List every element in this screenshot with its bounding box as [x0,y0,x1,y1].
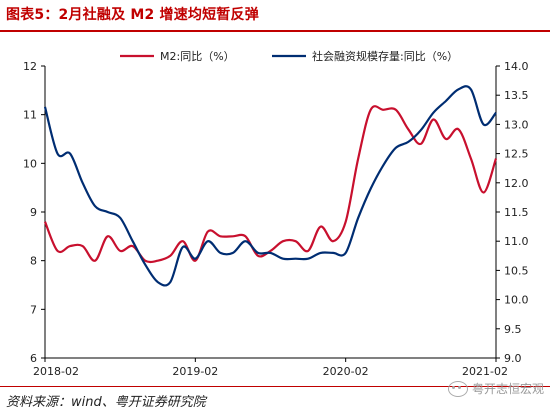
y-left-tick-label: 10 [23,157,37,170]
y-left-tick-label: 7 [30,303,37,316]
title-rule [0,30,550,32]
y-right-tick-label: 10.0 [504,294,529,307]
y-left-tick-label: 9 [30,206,37,219]
y-right-tick-label: 11.0 [504,235,529,248]
watermark-text: 粤开志恒宏观 [471,382,544,396]
chart-title: 图表5：2月社融及 M2 增速均短暂反弹 [6,7,259,23]
source-note: 资料来源：wind、粤开证券研究院 [6,395,206,410]
x-tick-label: 2020-02 [323,365,369,378]
y-right-tick-label: 12.0 [504,177,529,190]
series-line-social-financing [43,85,497,287]
y-right-tick-label: 13.5 [504,89,529,102]
y-right-tick-label: 9.5 [504,323,522,336]
x-tick-label: 2019-02 [172,365,218,378]
y-right-tick-label: 14.0 [504,60,529,73]
y-left-tick-label: 11 [23,109,37,122]
legend-label-m2: M2:同比（%） [160,50,235,63]
y-right-tick-label: 12.5 [504,148,529,161]
x-tick-label: 2018-02 [33,365,79,378]
series-line-m2 [43,105,498,264]
y-left-tick-label: 12 [23,60,37,73]
line-chart: 6 7 8 9 10 11 12 9.0 9.5 10.0 10.5 11.0 11.5 12.0 12.5… [23,49,529,378]
x-tick-label: 2021-02 [462,365,508,378]
legend-label-social-financing: 社会融资规模存量:同比（%） [312,49,458,63]
y-right-tick-label: 13.0 [504,118,529,131]
y-left-tick-label: 6 [30,352,37,365]
footer-rule [0,386,550,387]
y-right-tick-label: 9.0 [504,352,522,365]
y-left-tick-label: 8 [30,255,37,268]
watermark: 粤开志恒宏观 [447,380,544,397]
wechat-icon [447,380,468,397]
y-right-tick-label: 10.5 [504,264,529,277]
y-right-tick-label: 11.5 [504,206,529,219]
